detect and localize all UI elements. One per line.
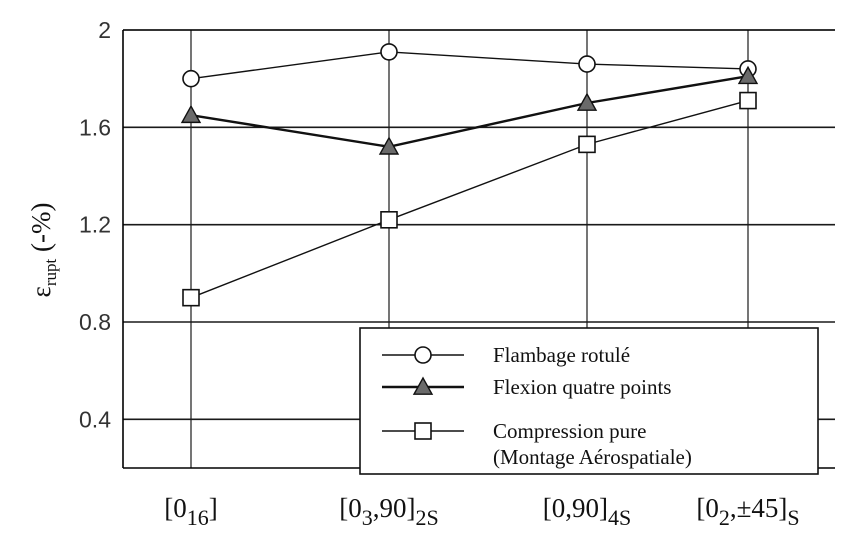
- x-category-label: [0,90]4S: [543, 493, 631, 530]
- y-tick-label: 0.4: [79, 406, 111, 432]
- y-axis-label: εrupt (-%): [26, 203, 60, 298]
- legend-label: Flambage rotulé: [493, 343, 630, 367]
- series-line-0: [190, 51, 749, 80]
- y-tick-label: 2: [98, 17, 111, 43]
- x-category-label: [016]: [164, 493, 218, 530]
- label-layer: 0.4 0.8 1.2 1.6 2 [016] [03,90]2S [0,90]4S [02,±…: [26, 17, 800, 530]
- legend-marker: [414, 422, 432, 440]
- series-point-0: [380, 43, 398, 61]
- series-point-1: [576, 92, 598, 111]
- series-point-0: [578, 55, 596, 73]
- series-point-2: [380, 211, 398, 229]
- legend-marker: [414, 346, 432, 364]
- series-point-1: [737, 65, 759, 85]
- legend-label: Compression pure: [493, 419, 646, 443]
- legend-marker: [412, 376, 434, 395]
- x-category-label: [03,90]2S: [339, 493, 439, 530]
- series-line-2: [190, 99, 749, 299]
- legend-box: [359, 327, 819, 475]
- series-point-1: [180, 104, 202, 124]
- legend-label: Flexion quatre points: [493, 375, 671, 399]
- y-tick-label: 0.8: [79, 309, 111, 335]
- series-point-2: [739, 91, 757, 110]
- series-point-2: [182, 288, 200, 307]
- series-layer: [180, 43, 759, 307]
- series-line-1: [190, 75, 749, 149]
- y-tick-label: 1.2: [79, 212, 111, 238]
- y-tick-label: 1.6: [79, 114, 111, 140]
- x-category-label: [02,±45]S: [696, 493, 799, 530]
- series-point-2: [578, 135, 596, 154]
- series-point-0: [182, 69, 200, 88]
- legend-label-line2: (Montage Aérospatiale): [493, 445, 692, 469]
- legend: Flambage rotulé Flexion quatre points Comp…: [359, 327, 819, 475]
- series-point-1: [378, 136, 400, 155]
